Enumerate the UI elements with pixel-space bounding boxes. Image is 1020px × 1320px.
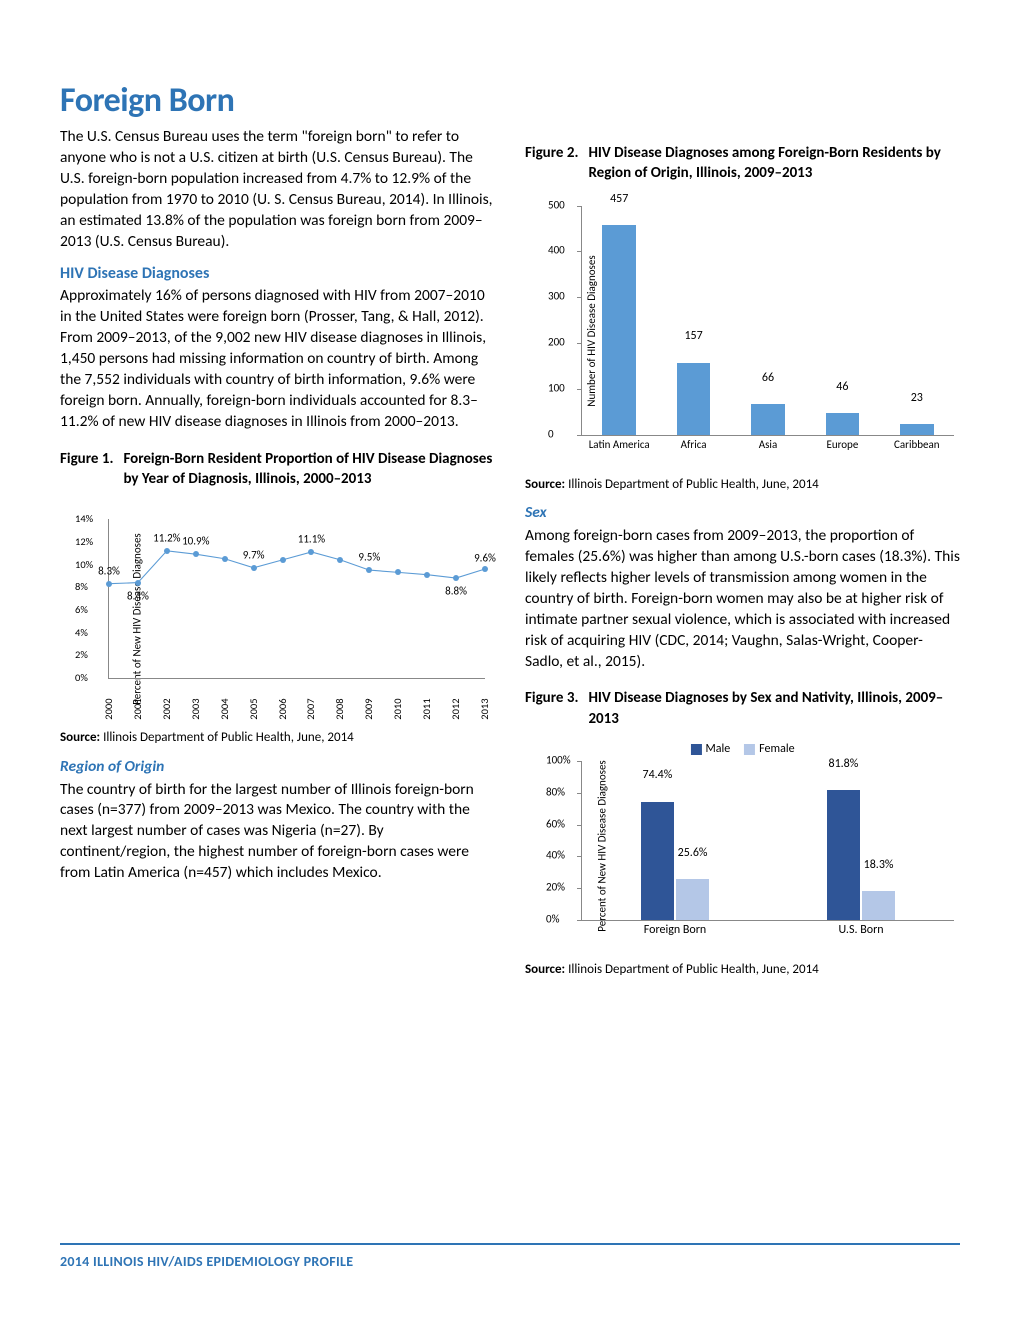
- hiv-heading: HIV Disease Diagnoses: [60, 263, 495, 285]
- source-text: Illinois Department of Public Health, Ju…: [100, 730, 354, 745]
- right-column: Figure 2. HIV Disease Diagnoses among Fo…: [525, 127, 960, 988]
- figure3-chart: Percent of New HIV Disease Diagnoses Mal…: [525, 741, 960, 951]
- sex-paragraph: Among foreign-born cases from 2009–2013,…: [525, 526, 960, 672]
- source-text-3: Illinois Department of Public Health, Ju…: [565, 962, 819, 977]
- figure2-text: HIV Disease Diagnoses among Foreign-Born…: [588, 143, 960, 184]
- figure2-source: Source: Illinois Department of Public He…: [525, 476, 960, 494]
- figure1-num: Figure 1.: [60, 449, 123, 490]
- sex-heading: Sex: [525, 503, 960, 524]
- page-title: Foreign Born: [60, 80, 960, 121]
- region-paragraph: The country of birth for the largest num…: [60, 780, 495, 885]
- figure1-text: Foreign-Born Resident Proportion of HIV …: [123, 449, 495, 490]
- figure3-title: Figure 3. HIV Disease Diagnoses by Sex a…: [525, 688, 960, 729]
- region-heading: Region of Origin: [60, 757, 495, 778]
- source-label-3: Source:: [525, 962, 565, 977]
- figure3-legend: MaleFemale: [690, 741, 794, 757]
- figure1-source: Source: Illinois Department of Public He…: [60, 729, 495, 747]
- source-text-2: Illinois Department of Public Health, Ju…: [565, 477, 819, 492]
- hiv-paragraph: Approximately 16% of persons diagnosed w…: [60, 286, 495, 432]
- source-label: Source:: [60, 730, 100, 745]
- source-label-2: Source:: [525, 477, 565, 492]
- figure2-title: Figure 2. HIV Disease Diagnoses among Fo…: [525, 143, 960, 184]
- left-column: The U.S. Census Bureau uses the term "fo…: [60, 127, 495, 988]
- figure3-text: HIV Disease Diagnoses by Sex and Nativit…: [588, 688, 960, 729]
- figure1-chart: Percent of New HIV Disease Diagnoses 0%2…: [60, 519, 495, 719]
- figure3-source: Source: Illinois Department of Public He…: [525, 961, 960, 979]
- figure2-num: Figure 2.: [525, 143, 588, 184]
- intro-paragraph: The U.S. Census Bureau uses the term "fo…: [60, 127, 495, 253]
- figure2-chart: Number of HIV Disease Diagnoses 01002003…: [525, 196, 960, 466]
- content-columns: The U.S. Census Bureau uses the term "fo…: [60, 127, 960, 988]
- figure1-title: Figure 1. Foreign-Born Resident Proporti…: [60, 449, 495, 490]
- page-footer: 2014 ILLINOIS HIV/AIDS EPIDEMIOLOGY PROF…: [60, 1243, 960, 1270]
- figure3-num: Figure 3.: [525, 688, 588, 729]
